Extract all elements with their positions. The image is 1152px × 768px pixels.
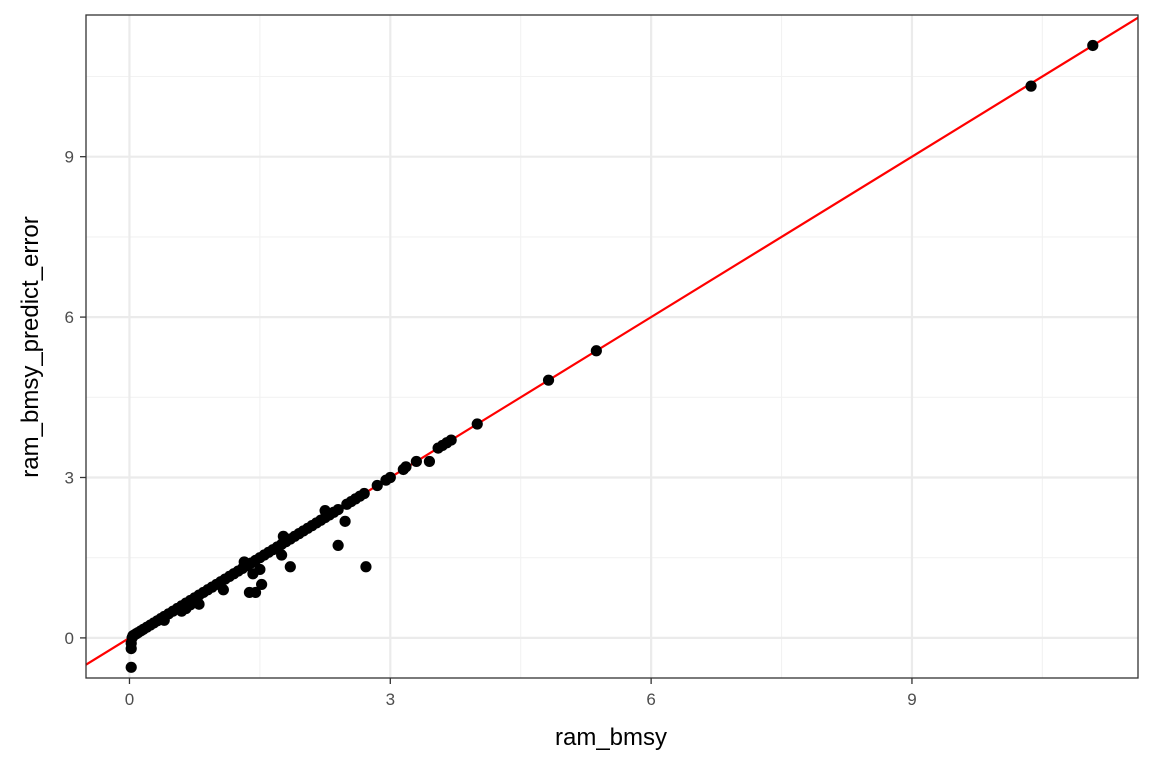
data-point [254,563,266,576]
data-point [125,661,137,673]
data-point [423,455,436,468]
data-point [332,503,344,516]
x-axis-ticks: 0 3 6 9 [125,678,917,709]
data-point [339,515,351,527]
x-tick-label: 3 [386,690,395,709]
y-tick-label: 9 [65,148,74,167]
data-point [471,418,483,430]
data-point [410,455,422,468]
data-point [400,461,412,473]
x-axis-title: ram_bmsy [555,724,667,751]
grid-major-lines [86,15,1138,678]
x-tick-label: 9 [907,690,916,709]
x-tick-label: 6 [646,690,655,709]
data-point [332,539,344,552]
data-point [217,584,229,596]
data-point [358,487,370,500]
data-point [542,374,555,386]
data-point [249,586,262,599]
data-point [384,471,396,484]
data-point [193,598,205,610]
data-points [125,39,1099,673]
data-point [360,561,372,573]
data-point [590,345,602,357]
data-point [371,479,383,492]
data-point [1025,80,1037,92]
y-tick-label: 0 [65,629,74,648]
data-point [256,578,268,591]
y-axis-ticks: 0 3 6 9 [65,148,86,648]
data-point [284,561,296,573]
x-tick-label: 0 [125,690,134,709]
y-tick-label: 6 [65,308,74,327]
panel-border [85,14,1139,679]
data-point [1087,39,1099,52]
y-tick-label: 3 [65,468,74,487]
y-axis-title: ram_bmsy_predict_error [17,216,44,477]
data-point [445,434,457,446]
data-point [276,549,288,561]
